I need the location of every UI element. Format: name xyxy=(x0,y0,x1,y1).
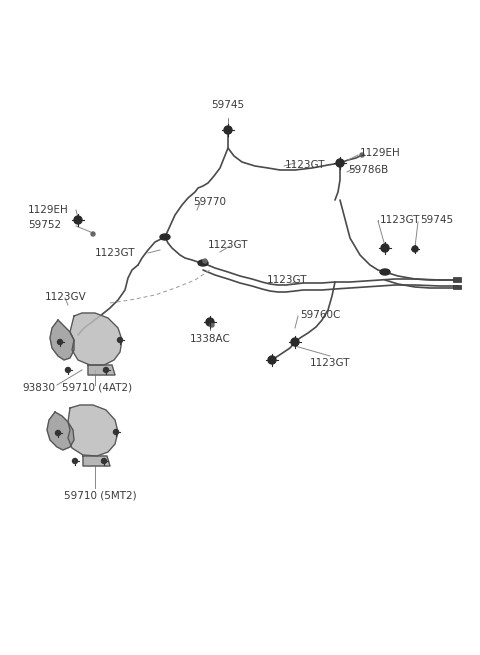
Text: 1123GT: 1123GT xyxy=(380,215,420,225)
Polygon shape xyxy=(70,313,122,365)
Text: 59745: 59745 xyxy=(420,215,453,225)
Ellipse shape xyxy=(380,269,390,275)
Circle shape xyxy=(360,153,364,157)
Text: 59770: 59770 xyxy=(193,197,226,207)
Circle shape xyxy=(91,232,95,236)
Text: 1123GV: 1123GV xyxy=(45,292,87,302)
Circle shape xyxy=(206,318,214,326)
Text: 1338AC: 1338AC xyxy=(190,334,230,344)
Circle shape xyxy=(336,159,344,167)
Circle shape xyxy=(412,246,418,252)
Text: 1123GT: 1123GT xyxy=(95,248,135,258)
Text: 1123GT: 1123GT xyxy=(267,275,308,285)
Circle shape xyxy=(74,216,82,224)
Text: 59710 (4AT2): 59710 (4AT2) xyxy=(62,383,132,393)
Circle shape xyxy=(203,259,207,263)
Text: 1129EH: 1129EH xyxy=(360,148,401,158)
Circle shape xyxy=(268,356,276,364)
Polygon shape xyxy=(83,456,110,466)
Circle shape xyxy=(72,458,77,464)
Ellipse shape xyxy=(160,234,170,240)
Text: 1123GT: 1123GT xyxy=(310,358,350,368)
Circle shape xyxy=(113,430,119,434)
Text: 59786B: 59786B xyxy=(348,165,388,175)
Polygon shape xyxy=(50,320,74,360)
Circle shape xyxy=(381,244,389,252)
Circle shape xyxy=(118,337,122,343)
Circle shape xyxy=(56,430,60,436)
Bar xyxy=(453,277,461,282)
Polygon shape xyxy=(68,405,118,456)
Text: 59710 (5MT2): 59710 (5MT2) xyxy=(64,490,136,500)
Text: 93830: 93830 xyxy=(22,383,55,393)
Circle shape xyxy=(210,323,214,327)
Text: 59760C: 59760C xyxy=(300,310,340,320)
Circle shape xyxy=(291,338,299,346)
Polygon shape xyxy=(88,365,115,375)
Circle shape xyxy=(101,458,107,464)
Text: 1123GT: 1123GT xyxy=(208,240,249,250)
Circle shape xyxy=(224,126,232,134)
Circle shape xyxy=(104,367,108,373)
Text: 59752: 59752 xyxy=(28,220,61,230)
Bar xyxy=(453,285,461,289)
Text: 1123GT: 1123GT xyxy=(285,160,325,170)
Ellipse shape xyxy=(198,260,208,266)
Circle shape xyxy=(58,339,62,345)
Text: 59745: 59745 xyxy=(211,100,245,110)
Polygon shape xyxy=(47,412,74,450)
Text: 1129EH: 1129EH xyxy=(28,205,69,215)
Circle shape xyxy=(65,367,71,373)
